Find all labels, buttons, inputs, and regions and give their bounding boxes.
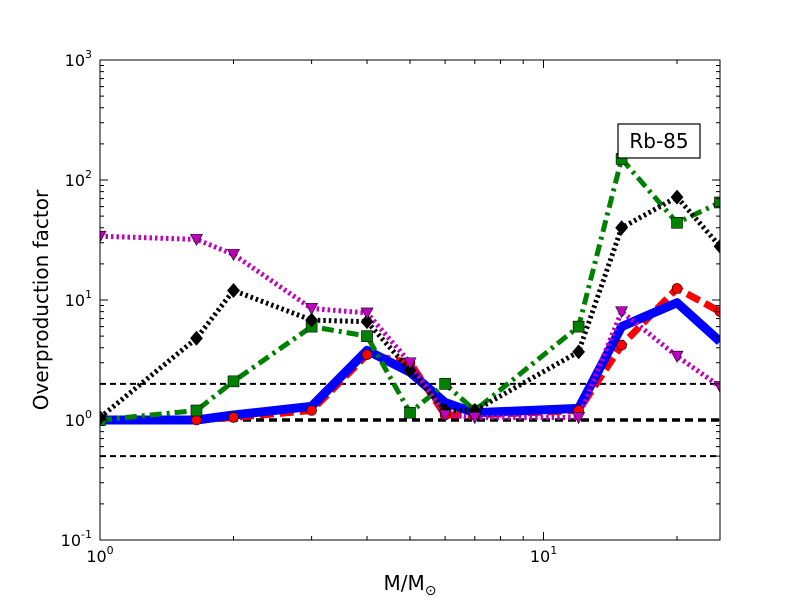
y-tick-exp-2: 1 xyxy=(85,288,92,301)
marker-s2-1 xyxy=(190,404,203,417)
marker-s4-2 xyxy=(227,249,241,262)
x-axis-label-main: M/M xyxy=(384,571,425,595)
y-tick-exp-4: 3 xyxy=(85,48,92,61)
y-tick-base-0: 10 xyxy=(61,531,81,550)
annotation-frame xyxy=(617,123,701,159)
marker-s2-10 xyxy=(671,216,683,229)
y-tick-exp-1: 0 xyxy=(85,408,92,421)
y-axis-label: Overproduction factor xyxy=(29,189,53,410)
marker-s0-4 xyxy=(361,349,373,361)
y-tick-base-1: 10 xyxy=(65,411,85,430)
y-tick-label-2: 101 xyxy=(65,288,92,310)
marker-s4-8 xyxy=(572,412,586,425)
marker-s2-8 xyxy=(572,320,585,333)
marker-s4-3 xyxy=(305,303,319,316)
x-tick-label-1: 101 xyxy=(530,544,557,566)
marker-s0-9 xyxy=(616,339,627,351)
series-line-3 xyxy=(100,194,720,420)
marker-s3-5 xyxy=(403,362,417,378)
series-line-2 xyxy=(100,156,720,423)
x-tick-label-0: 100 xyxy=(86,544,113,566)
y-tick-exp-0: -1 xyxy=(81,528,92,541)
annotation-box: Rb-85 xyxy=(617,123,701,159)
y-tick-label-4: 103 xyxy=(65,48,92,70)
x-tick-base-1: 10 xyxy=(530,547,550,566)
y-tick-base-3: 10 xyxy=(65,171,85,190)
marker-s2-11 xyxy=(714,196,720,209)
x-tick-exp-0: 0 xyxy=(107,544,114,557)
marker-s3-3 xyxy=(305,312,319,328)
x-tick-base-0: 10 xyxy=(86,547,106,566)
marker-s0-10 xyxy=(671,283,683,294)
marker-s3-10 xyxy=(670,189,684,205)
marker-s4-0 xyxy=(100,230,107,243)
marker-s2-5 xyxy=(404,406,416,419)
y-tick-label-3: 102 xyxy=(65,168,92,190)
marker-s0-1 xyxy=(191,414,202,426)
marker-s3-0 xyxy=(100,409,107,425)
y-tick-base-2: 10 xyxy=(65,291,85,310)
marker-s4-5 xyxy=(403,357,417,370)
annotation-label: Rb-85 xyxy=(629,129,688,153)
marker-s4-1 xyxy=(189,234,203,247)
marker-s3-8 xyxy=(572,344,586,360)
marker-s2-2 xyxy=(227,375,240,388)
marker-s4-4 xyxy=(360,307,374,320)
marker-s3-1 xyxy=(190,330,203,346)
marker-s3-2 xyxy=(227,283,240,298)
marker-s0-2 xyxy=(228,412,239,423)
plot-area xyxy=(100,60,720,540)
marker-s2-4 xyxy=(361,330,373,342)
marker-s4-10 xyxy=(670,350,684,363)
y-tick-base-4: 10 xyxy=(65,51,85,70)
x-axis-label: M/M⊙ xyxy=(384,571,437,599)
y-tick-label-0: 10-1 xyxy=(61,528,92,550)
x-axis-label-subscript: ⊙ xyxy=(425,583,437,599)
x-tick-exp-1: 1 xyxy=(550,544,557,557)
y-tick-label-1: 100 xyxy=(65,408,92,430)
marker-s3-4 xyxy=(360,314,374,330)
marker-s3-9 xyxy=(615,220,629,236)
marker-s2-6 xyxy=(439,378,451,390)
marker-s0-3 xyxy=(306,405,317,416)
marker-s4-9 xyxy=(615,306,629,319)
marker-s4-7 xyxy=(468,412,482,425)
marker-s4-6 xyxy=(438,409,452,422)
y-tick-exp-3: 2 xyxy=(85,168,92,181)
